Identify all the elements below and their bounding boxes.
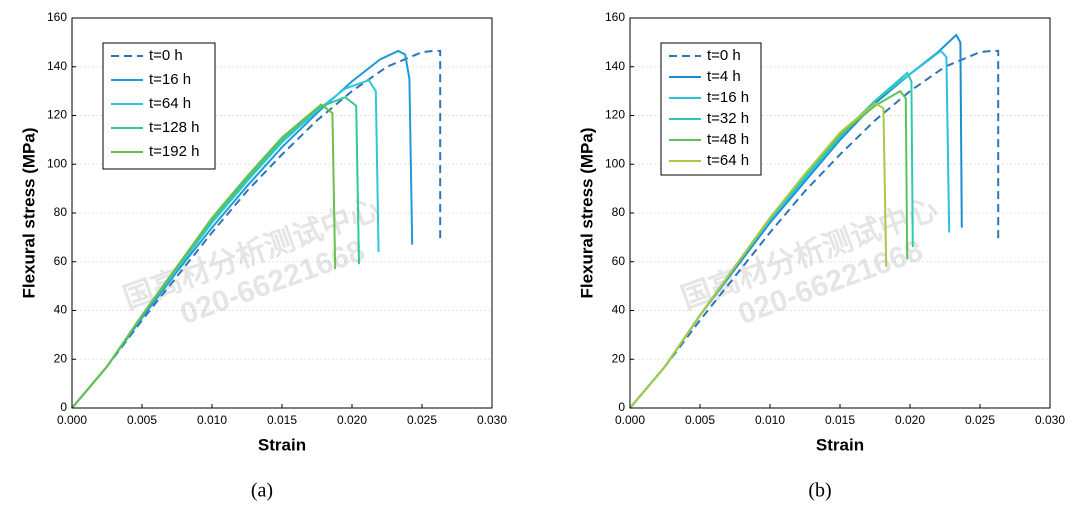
y-tick-label: 160: [605, 10, 625, 24]
series-line: [71, 49, 442, 409]
y-axis-title: Flexural stress (MPa): [577, 127, 596, 298]
y-tick-label: 0: [60, 400, 67, 414]
x-tick-label: 0.030: [1035, 413, 1065, 427]
y-tick-label: 120: [605, 108, 625, 122]
series-line: [629, 102, 888, 409]
y-tick-label: 140: [47, 59, 67, 73]
y-tick-label: 160: [47, 10, 67, 24]
plot-data: [71, 49, 442, 409]
y-tick-label: 140: [605, 59, 625, 73]
panel-caption: (a): [251, 480, 273, 502]
y-tick-label: 20: [612, 351, 626, 365]
legend-label: t=64 h: [149, 95, 191, 112]
legend-box: [660, 42, 762, 176]
legend-label: t=32 h: [707, 110, 749, 127]
legend-label: t=192 h: [149, 143, 199, 160]
legend-label: t=4 h: [707, 68, 741, 85]
x-tick-label: 0.000: [57, 413, 87, 427]
x-tick-label: 0.025: [965, 413, 995, 427]
legend-label: t=64 h: [707, 152, 749, 169]
y-tick-label: 100: [605, 156, 625, 170]
series-line: [71, 103, 337, 409]
y-tick-label: 0: [618, 400, 625, 414]
x-tick-label: 0.015: [825, 413, 855, 427]
y-tick-label: 60: [54, 254, 68, 268]
x-tick-label: 0.010: [755, 413, 785, 427]
panel: 国高材分析测试中心020-662216680204060801001201401…: [577, 10, 1065, 501]
x-axis-title: Strain: [816, 435, 864, 454]
y-axis-title: Flexural stress (MPa): [19, 127, 38, 298]
x-tick-label: 0.020: [895, 413, 925, 427]
legend-label: t=0 h: [707, 47, 741, 64]
x-tick-label: 0.020: [337, 413, 367, 427]
plot-data: [629, 33, 1000, 409]
legend-label: t=128 h: [149, 119, 199, 136]
y-tick-label: 20: [54, 351, 68, 365]
x-tick-label: 0.000: [615, 413, 645, 427]
legend-label: t=0 h: [149, 47, 183, 64]
y-tick-label: 80: [612, 205, 626, 219]
x-tick-label: 0.005: [685, 413, 715, 427]
x-tick-label: 0.010: [197, 413, 227, 427]
x-tick-label: 0.015: [267, 413, 297, 427]
series-line: [629, 49, 1000, 409]
legend-label: t=48 h: [707, 131, 749, 148]
y-tick-label: 120: [47, 108, 67, 122]
y-tick-label: 100: [47, 156, 67, 170]
legend-label: t=16 h: [707, 89, 749, 106]
x-tick-label: 0.030: [477, 413, 507, 427]
y-tick-label: 40: [54, 303, 68, 317]
x-axis-title: Strain: [258, 435, 306, 454]
y-tick-label: 80: [54, 205, 68, 219]
y-tick-label: 60: [612, 254, 626, 268]
legend-label: t=16 h: [149, 71, 191, 88]
panel-caption: (b): [808, 480, 831, 502]
legend-box: [102, 42, 216, 170]
x-tick-label: 0.025: [407, 413, 437, 427]
x-tick-label: 0.005: [127, 413, 157, 427]
y-tick-label: 40: [612, 303, 626, 317]
series-line: [71, 49, 414, 409]
